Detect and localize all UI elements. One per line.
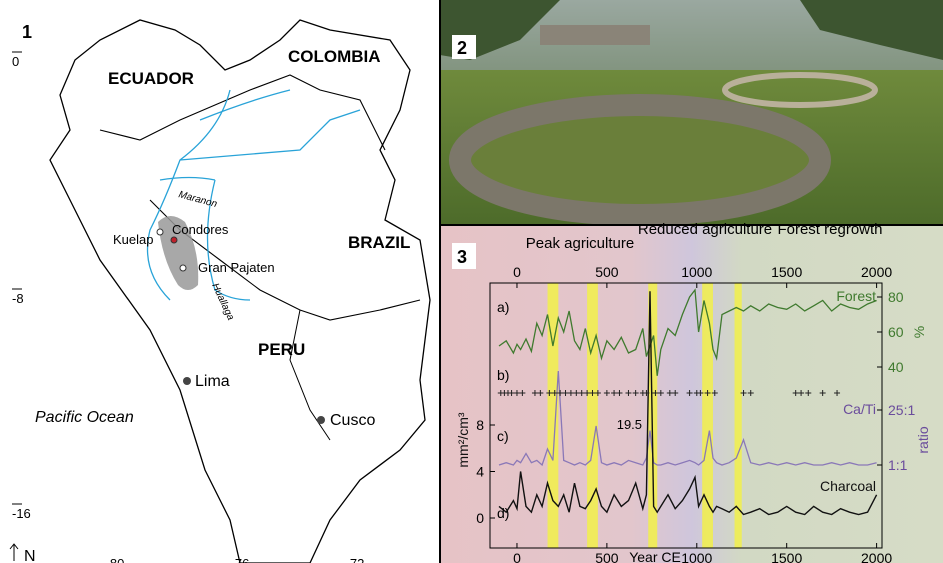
panel-label: 1 [22, 22, 32, 42]
x-tick-label: 1500 [771, 264, 802, 280]
chart-panel: 3 Peak agriculture Reduced agriculture F… [440, 221, 943, 563]
panel-label: 3 [457, 247, 467, 267]
y-tick-label: 4 [476, 464, 484, 480]
x-tick-label: 2000 [861, 264, 892, 280]
axis-label: ratio [915, 426, 931, 453]
y-tick-label: 0 [476, 510, 484, 526]
lat-tick-label: -8 [12, 291, 24, 306]
x-tick-label: 1000 [681, 264, 712, 280]
y-tick-label: 80 [888, 289, 904, 305]
x-axis-label: Year CE [629, 549, 681, 563]
y-tick-label: 60 [888, 324, 904, 340]
y-tick-label: 8 [476, 417, 484, 433]
x-tick-label: 1000 [681, 550, 712, 563]
country-label: ECUADOR [108, 69, 194, 88]
photo-panel: 2 2 [440, 0, 943, 225]
panel-label: 2 [457, 38, 467, 58]
panel-tag: b) [497, 367, 509, 383]
panel-tag: d) [497, 505, 509, 521]
map-panel: 1 ECUADOR COLOMBIA BRAZIL PERU Pacific O… [0, 0, 440, 563]
value-label: 19.5 [617, 417, 642, 432]
lat-tick-label: -16 [12, 506, 31, 521]
ocean-label: Pacific Ocean [35, 409, 134, 426]
country-label: PERU [258, 340, 305, 359]
city [317, 416, 325, 424]
city-label: Cusco [330, 412, 375, 429]
highlight [587, 283, 598, 548]
x-tick-label: 0 [513, 264, 521, 280]
lon-tick-label: -80 [106, 556, 125, 563]
photo-ruin [540, 25, 650, 45]
x-tick-label: 0 [513, 550, 521, 563]
site-label: Kuelap [113, 232, 153, 247]
panel-tag: c) [497, 428, 509, 444]
lon-tick-label: -76 [231, 556, 250, 563]
page: 1 ECUADOR COLOMBIA BRAZIL PERU Pacific O… [0, 0, 943, 563]
site-label: Gran Pajaten [198, 260, 275, 275]
axis-label: % [911, 326, 927, 338]
y-tick-label: 25:1 [888, 402, 915, 418]
x-tick-label: 500 [595, 550, 619, 563]
north-label: N [24, 548, 36, 563]
phase-label: Peak agriculture [526, 235, 634, 252]
series-name: Charcoal [820, 478, 876, 494]
site [157, 229, 163, 235]
x-tick-label: 500 [595, 264, 619, 280]
phase-label: Forest regrowth [777, 221, 882, 238]
site [180, 265, 186, 271]
country-label: COLOMBIA [288, 47, 381, 66]
panel-tag: a) [497, 299, 509, 315]
site [171, 237, 177, 243]
axis-label: mm²/cm³ [455, 412, 471, 468]
lat-tick-label: 0 [12, 54, 19, 69]
city [183, 377, 191, 385]
phase-label: Reduced agriculture [638, 221, 772, 238]
x-tick-label: 1500 [771, 550, 802, 563]
series-name: Ca/Ti [843, 401, 876, 417]
site-label: Condores [172, 222, 229, 237]
series-name: Forest [836, 288, 876, 304]
figure: 1 ECUADOR COLOMBIA BRAZIL PERU Pacific O… [0, 0, 943, 563]
y-tick-label: 40 [888, 359, 904, 375]
x-tick-label: 2000 [861, 550, 892, 563]
city-label: Lima [195, 373, 230, 390]
country-label: BRAZIL [348, 233, 410, 252]
y-tick-label: 1:1 [888, 457, 908, 473]
lon-tick-label: -72 [346, 556, 365, 563]
photo-ruin [460, 105, 820, 215]
